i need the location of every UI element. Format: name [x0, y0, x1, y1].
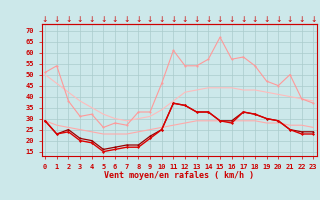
X-axis label: Vent moyen/en rafales ( km/h ): Vent moyen/en rafales ( km/h )	[104, 171, 254, 180]
